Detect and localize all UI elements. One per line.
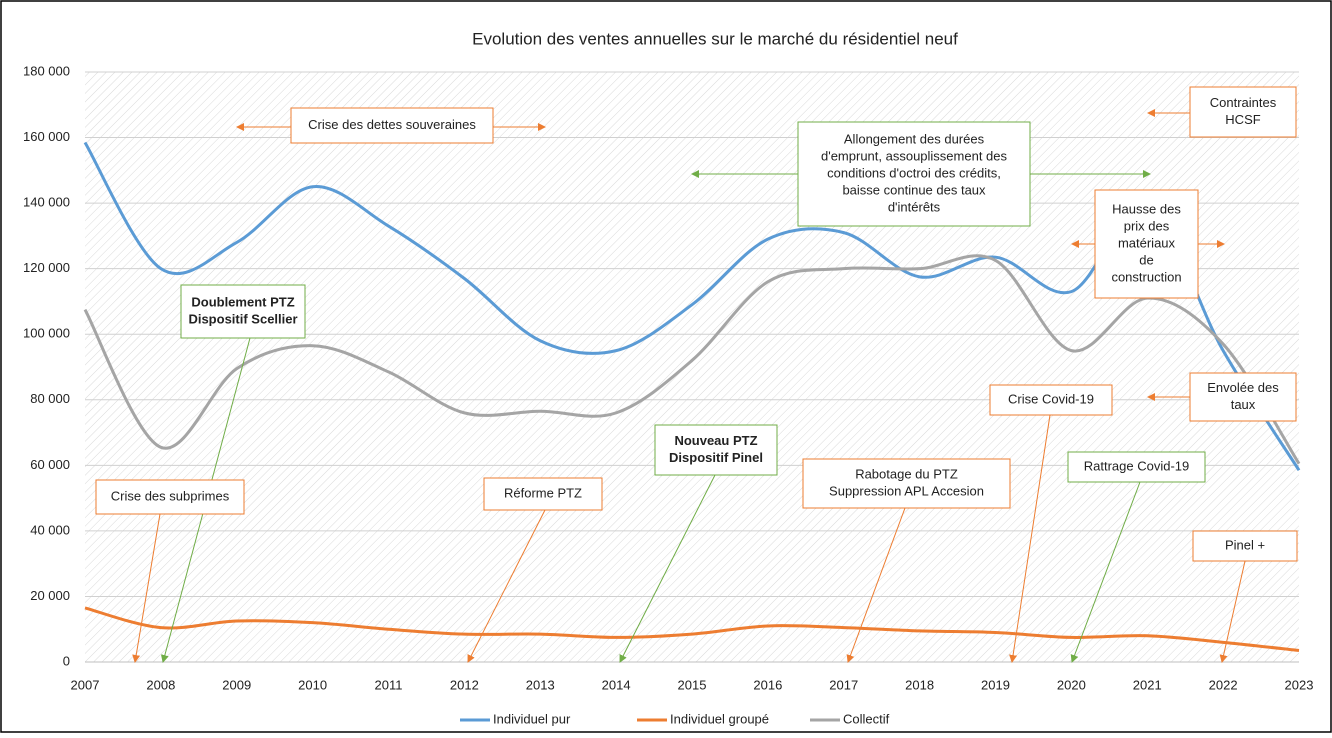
annotation-text: Envolée des (1207, 380, 1279, 395)
annotation-text: Dispositif Scellier (188, 311, 297, 326)
legend-label: Collectif (843, 711, 890, 726)
legend-label: Individuel pur (493, 711, 571, 726)
x-tick-label: 2014 (602, 677, 631, 692)
annotation-box (802, 458, 1011, 509)
x-tick-label: 2009 (222, 677, 251, 692)
x-tick-label: 2023 (1285, 677, 1314, 692)
annotation-arrow (619, 474, 716, 663)
annotation-text: Rattrage Covid-19 (1084, 458, 1190, 473)
annotation-text: matériaux (1118, 235, 1176, 250)
annotation-text: Doublement PTZ (191, 294, 294, 309)
line-series (83, 254, 1301, 465)
y-tick-label: 100 000 (23, 326, 70, 341)
annotation-text: conditions d'octroi des crédits, (827, 165, 1001, 180)
annotation-box (290, 107, 494, 144)
annotation-text: Dispositif Pinel (669, 450, 763, 465)
annotation-text: Pinel + (1225, 537, 1265, 552)
annotation-text: Réforme PTZ (504, 485, 582, 500)
annotation-text: taux (1231, 397, 1256, 412)
annotation-text: baisse continue des taux (842, 182, 986, 197)
annotation-text: d'intérêts (888, 199, 941, 214)
annotation-text: Hausse des (1112, 201, 1181, 216)
annotation-arrow (467, 509, 546, 663)
annotation-box (797, 121, 1031, 227)
x-tick-label: 2011 (375, 677, 403, 692)
line-series (84, 606, 1300, 653)
y-tick-label: 140 000 (23, 195, 70, 210)
annotation-box (1189, 372, 1297, 422)
annotation-text: Rabotage du PTZ (855, 466, 958, 481)
plot-area (85, 72, 1299, 662)
annotation-box (1189, 86, 1297, 138)
annotation-box (654, 424, 778, 476)
y-tick-label: 20 000 (30, 588, 70, 603)
x-tick-label: 2010 (298, 677, 327, 692)
annotation-text: de (1139, 252, 1153, 267)
annotation-text: Allongement des durées (844, 131, 985, 146)
x-tick-label: 2007 (71, 677, 100, 692)
x-tick-label: 2013 (526, 677, 555, 692)
y-tick-label: 0 (63, 653, 70, 668)
x-tick-label: 2021 (1133, 677, 1162, 692)
x-tick-label: 2012 (450, 677, 479, 692)
annotation-box (95, 479, 245, 515)
x-tick-label: 2016 (753, 677, 782, 692)
y-tick-label: 60 000 (30, 457, 70, 472)
annotation-arrow (1009, 414, 1051, 663)
annotation-text: Contraintes (1210, 95, 1277, 110)
annotation-text: Crise Covid-19 (1008, 391, 1094, 406)
annotation-text: Suppression APL Accesion (829, 483, 984, 498)
annotation-arrow (1070, 481, 1141, 663)
chart-title: Evolution des ventes annuelles sur le ma… (472, 29, 958, 48)
annotation-text: Crise des dettes souveraines (308, 117, 476, 132)
annotation-arrow (846, 507, 906, 663)
y-tick-label: 40 000 (30, 522, 70, 537)
x-tick-label: 2019 (981, 677, 1010, 692)
annotation-arrow (1219, 560, 1246, 663)
annotation-arrow (132, 513, 161, 663)
x-tick-label: 2022 (1209, 677, 1238, 692)
y-tick-label: 80 000 (30, 391, 70, 406)
annotation-text: Crise des subprimes (111, 488, 230, 503)
annotation-text: construction (1111, 269, 1181, 284)
annotation-text: HCSF (1225, 112, 1260, 127)
annotation-box (180, 284, 306, 339)
y-tick-label: 180 000 (23, 63, 70, 78)
annotation-box (989, 384, 1113, 416)
annotation-text: Nouveau PTZ (674, 433, 757, 448)
annotation-box (1192, 530, 1298, 562)
y-tick-label: 120 000 (23, 260, 70, 275)
y-tick-label: 160 000 (23, 129, 70, 144)
legend-label: Individuel groupé (670, 711, 769, 726)
annotation-text: d'emprunt, assouplissement des (821, 148, 1008, 163)
x-tick-label: 2017 (829, 677, 858, 692)
x-tick-label: 2018 (905, 677, 934, 692)
x-tick-label: 2008 (146, 677, 175, 692)
annotation-box (1067, 451, 1206, 483)
annotation-box (483, 477, 603, 511)
annotation-text: prix des (1124, 218, 1170, 233)
x-tick-label: 2015 (678, 677, 707, 692)
annotation-box (1094, 189, 1199, 299)
x-tick-label: 2020 (1057, 677, 1086, 692)
